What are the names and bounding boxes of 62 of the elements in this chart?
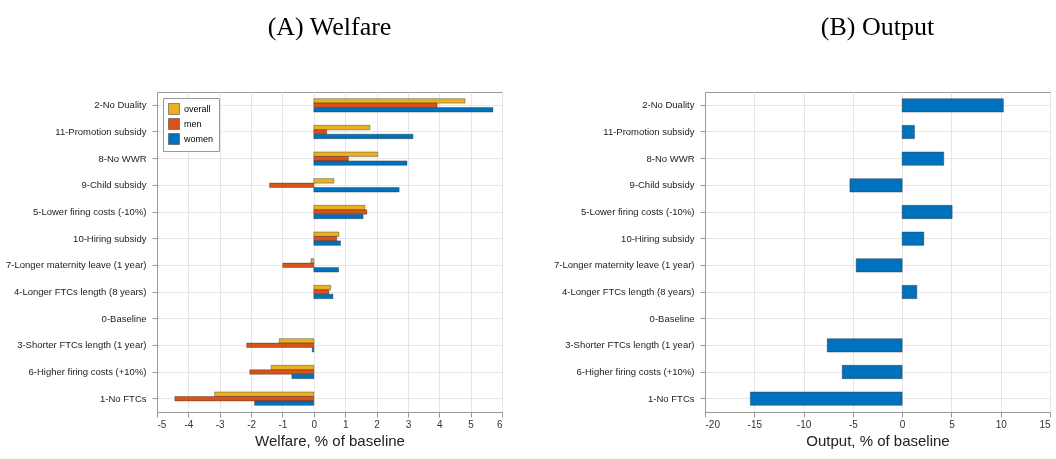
y-tick-label: 5-Lower firing costs (-10%) [580, 206, 695, 217]
bar [313, 160, 408, 166]
y-tick-label: 11-Promotion subsidy [603, 126, 695, 137]
y-tick-label: 4-Longer FTCs length (8 years) [561, 286, 695, 297]
x-tick-label: 10 [995, 418, 1008, 430]
y-tick-label: 3-Shorter FTCs length (1 year) [565, 339, 695, 351]
x-tick-label: -5 [157, 418, 167, 430]
bar [313, 133, 414, 139]
y-tick-label: 8-No WWR [98, 152, 147, 164]
x-tick-label: 1 [342, 418, 349, 430]
y-tick-label: 7-Longer maternity leave (1 year) [6, 259, 147, 271]
x-axis-title: Output, % of baseline [806, 431, 950, 449]
x-axis-title: Welfare, % of baseline [255, 431, 405, 449]
y-tick-label: 6-Higher firing costs (+10%) [28, 366, 147, 377]
x-tick-label: -5 [848, 418, 859, 430]
y-tick-label: 4-Longer FTCs length (8 years) [13, 286, 147, 297]
y-tick-label: 3-Shorter FTCs length (1 year) [17, 339, 147, 351]
y-tick-label: 9-Child subsidy [81, 179, 147, 191]
y-tick-label: 6-Higher firing costs (+10%) [576, 366, 695, 377]
x-tick-label: -1 [278, 418, 288, 430]
x-tick-label: -4 [184, 418, 194, 430]
y-tick-label: 9-Child subsidy [629, 179, 695, 191]
x-tick-label: -20 [705, 418, 721, 430]
bar [313, 240, 341, 246]
legend-label: women [183, 134, 214, 144]
x-tick-label: -10 [796, 418, 812, 430]
y-tick-label: 5-Lower firing costs (-10%) [32, 206, 147, 217]
y-tick-label: 10-Hiring subsidy [621, 232, 695, 244]
x-tick-label: -15 [747, 418, 763, 430]
legend-label: overall [184, 104, 211, 114]
y-tick-label: 1-No FTCs [100, 392, 147, 404]
bar [313, 289, 330, 295]
x-tick-label: 6 [496, 418, 503, 430]
bar [313, 293, 334, 299]
y-tick-label: 1-No FTCs [648, 392, 695, 404]
x-tick-label: 5 [949, 418, 956, 430]
y-tick-label: 8-No WWR [646, 152, 695, 164]
x-tick-label: 3 [405, 418, 412, 430]
bar [313, 209, 368, 215]
x-tick-label: -3 [215, 418, 226, 430]
x-tick-label: -2 [247, 418, 257, 430]
y-tick-label: 0-Baseline [101, 312, 147, 324]
bar [313, 125, 371, 131]
bar [313, 151, 379, 157]
legend-label: men [184, 119, 202, 129]
y-tick-label: 7-Longer maternity leave (1 year) [554, 259, 695, 271]
chart-title: (B) Output [820, 12, 935, 41]
chart-title: (A) Welfare [267, 12, 392, 41]
x-tick-label: 15 [1039, 418, 1051, 430]
x-tick-label: 0 [311, 418, 318, 430]
y-tick-label: 2-No Duality [642, 99, 695, 111]
x-tick-label: 5 [468, 418, 475, 430]
x-tick-label: 2 [374, 418, 381, 430]
y-tick-label: 2-No Duality [94, 99, 147, 111]
y-tick-label: 0-Baseline [649, 312, 695, 324]
y-tick-label: 11-Promotion subsidy [55, 126, 147, 137]
bar [313, 213, 364, 219]
y-tick-label: 10-Hiring subsidy [73, 232, 147, 244]
bar [313, 231, 340, 237]
bar [249, 369, 315, 375]
x-tick-label: 4 [436, 418, 443, 430]
x-tick-label: 0 [899, 418, 906, 430]
